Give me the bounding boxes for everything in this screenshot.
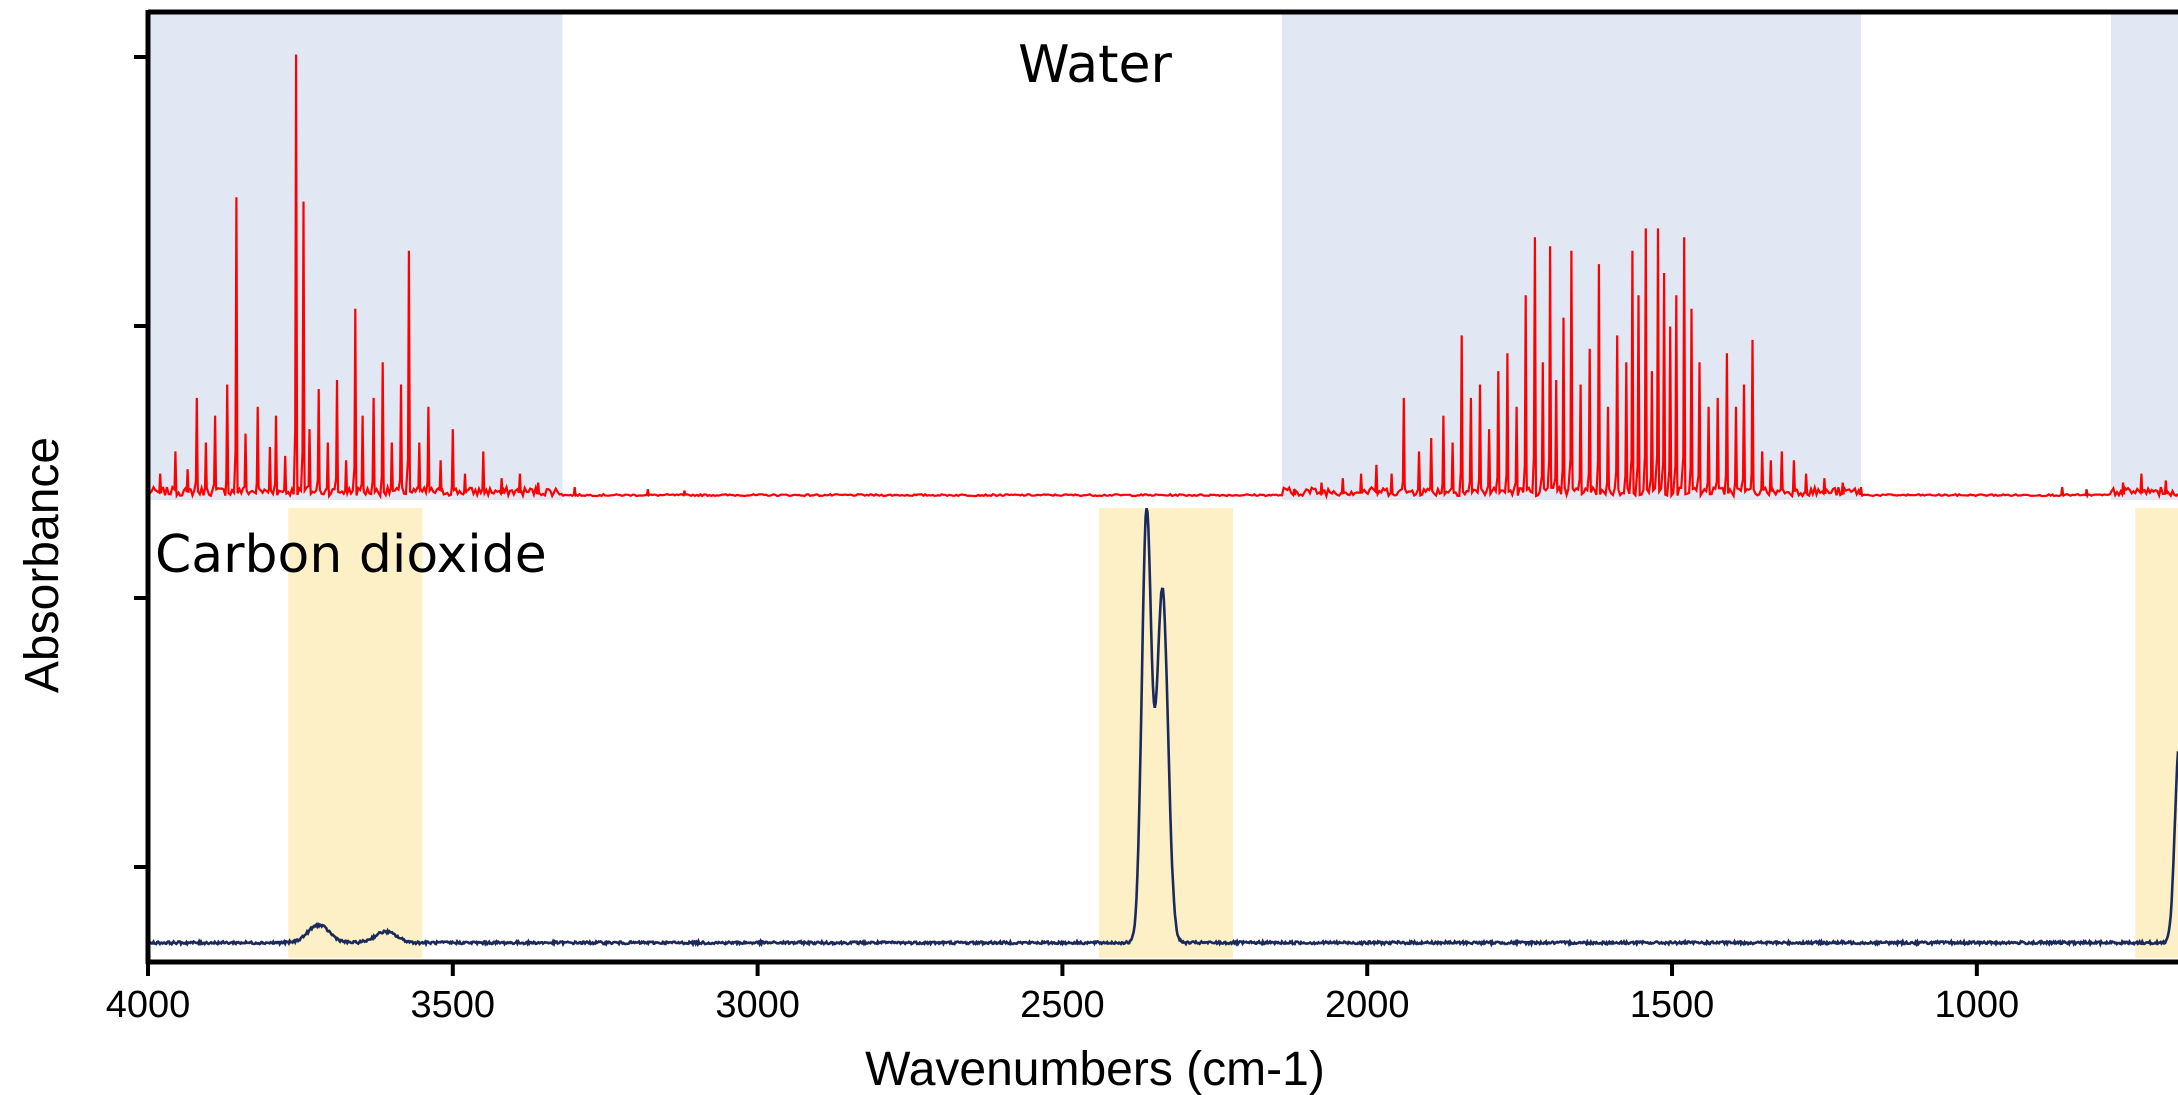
axes xyxy=(134,9,2178,976)
co2-spectrum-line xyxy=(146,507,2178,948)
x-tick-labels: 4000 3500 3000 2500 2000 1500 1000 xyxy=(106,984,2019,1026)
spectrum-lines xyxy=(146,54,2178,948)
shaded-band-co2-1 xyxy=(1098,508,1234,958)
x-tick-label-1000: 1000 xyxy=(1935,984,2020,1026)
shaded-band-co2-2 xyxy=(2135,508,2178,958)
water-spectrum-line xyxy=(147,54,2178,500)
y-axis-title: Absorbance xyxy=(16,437,69,693)
x-tick-label-1500: 1500 xyxy=(1630,984,1715,1026)
x-tick-label-3000: 3000 xyxy=(715,984,800,1026)
shaded-band-water-2 xyxy=(2110,14,2178,500)
panel-label-carbon-dioxide: Carbon dioxide xyxy=(155,525,547,585)
x-tick-label-2500: 2500 xyxy=(1020,984,1105,1026)
x-tick-label-2000: 2000 xyxy=(1325,984,1410,1026)
x-tick-label-3500: 3500 xyxy=(411,984,496,1026)
panel-label-water: Water xyxy=(1018,35,1172,95)
shaded-band-co2-0 xyxy=(288,508,423,958)
x-tick-label-4000: 4000 xyxy=(106,984,191,1026)
x-axis-title: Wavenumbers (cm-1) xyxy=(865,1043,1325,1095)
